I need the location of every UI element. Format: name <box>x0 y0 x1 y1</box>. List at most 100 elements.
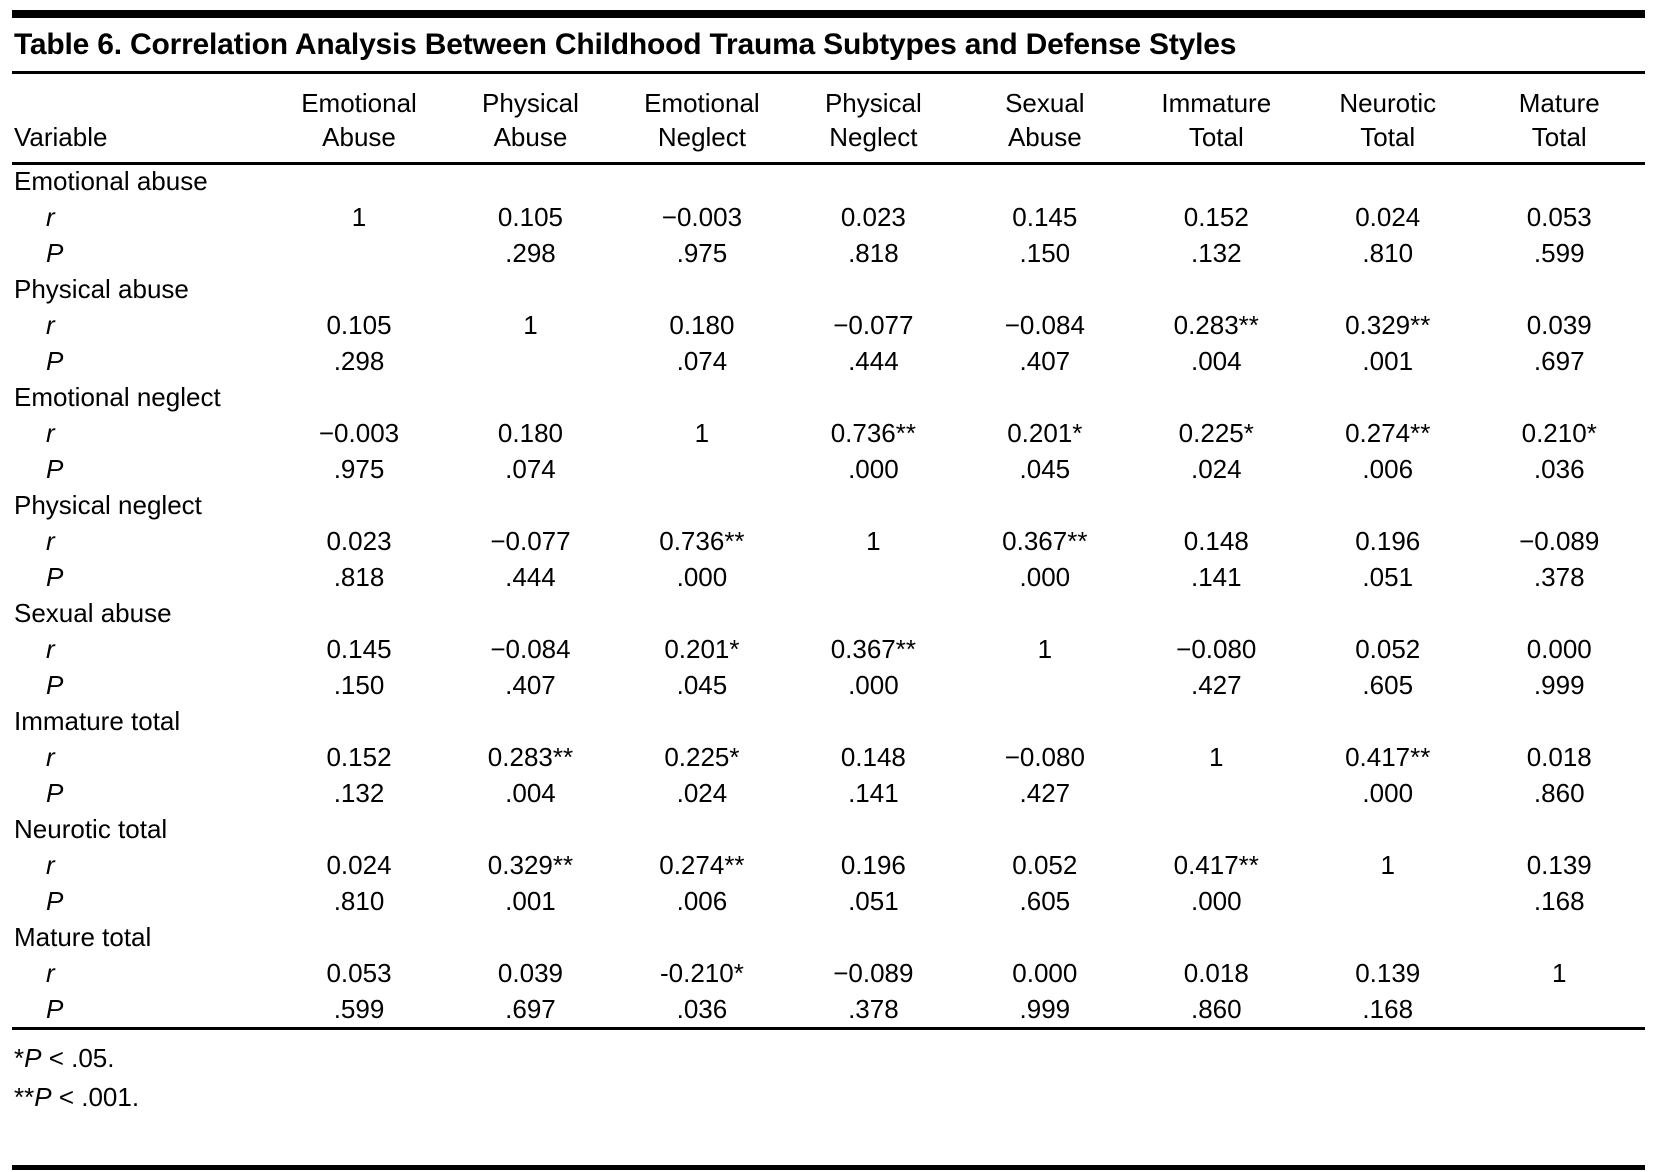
variable-group-label: Emotional abuse <box>14 166 208 197</box>
footnote-p-05: *P < .05. <box>14 1040 1643 1076</box>
variable-group-label: Physical neglect <box>14 489 202 520</box>
footnote-marker: * <box>14 1043 25 1074</box>
correlation-value-cell: 0.196 <box>1355 525 1421 556</box>
variable-group-label: Sexual abuse <box>14 597 172 628</box>
correlation-value-cell: 0.152 <box>1183 201 1249 232</box>
r-statistic-row: r 0.024 0.329** 0.274** 0.196 0.052 0.417** 1 0.… <box>12 847 1645 883</box>
p-value-cell <box>445 343 616 379</box>
p-statistic-row: P .599 .697 .036 .378 .999 .860 .168 <box>12 991 1645 1027</box>
correlation-value-cell: 0.052 <box>1012 849 1078 880</box>
variable-group-label: Emotional neglect <box>14 381 221 412</box>
variable-group-row: Neurotic total <box>12 811 1645 847</box>
correlation-value-cell: 0.018 <box>1526 741 1592 772</box>
column-header-physical-neglect: Physical Neglect <box>787 74 960 165</box>
p-value-cell: .298 <box>505 237 556 268</box>
table-header: Variable Emotional Abuse Physical Abuse … <box>12 74 1645 165</box>
p-value-cell <box>1302 883 1473 919</box>
p-value-cell <box>616 451 787 487</box>
correlation-value-cell: 0.053 <box>326 957 392 988</box>
correlation-value-cell: −0.003 <box>318 417 400 448</box>
p-statistic-row: P .150 .407 .045 .000 .427 .605 .999 <box>12 667 1645 703</box>
correlation-value-cell: 1 <box>1380 849 1395 880</box>
p-value-cell: .074 <box>676 345 728 376</box>
p-row-label: P <box>46 993 64 1024</box>
p-value-cell: .168 <box>1533 885 1585 916</box>
p-value-cell: .132 <box>1190 237 1242 268</box>
correlation-value-cell: 0.024 <box>1355 201 1421 232</box>
correlation-value-cell: 0.148 <box>840 741 906 772</box>
r-row-label: r <box>46 309 55 340</box>
p-value-cell <box>959 667 1130 703</box>
variable-group-row: Sexual abuse <box>12 595 1645 631</box>
p-value-cell <box>1131 775 1302 811</box>
r-row-label: r <box>46 525 55 556</box>
p-value-cell: .074 <box>505 453 556 484</box>
p-value-cell: .975 <box>676 237 728 268</box>
column-header-variable: Variable <box>12 74 274 165</box>
p-value-cell: .000 <box>1019 561 1071 592</box>
p-value-cell: .999 <box>1533 669 1585 700</box>
correlation-value-cell: −0.003 <box>661 201 743 232</box>
top-rule <box>12 10 1645 18</box>
column-header-emotional-neglect: Emotional Neglect <box>616 74 788 165</box>
p-value-cell: .810 <box>333 885 385 916</box>
r-statistic-row: r 0.053 0.039 -0.210* −0.089 0.000 0.018 0.139 1 <box>12 955 1645 991</box>
variable-group-label: Immature total <box>14 705 181 736</box>
p-value-cell: .150 <box>333 669 385 700</box>
correlation-value-cell: 0.736** <box>830 417 917 448</box>
r-row-label: r <box>46 741 55 772</box>
p-value-cell: .427 <box>1019 777 1071 808</box>
p-row-label: P <box>46 345 64 376</box>
correlation-value-cell: 0.367** <box>830 633 917 664</box>
correlation-value-cell: 0.283** <box>1173 309 1259 340</box>
correlation-value-cell: 0.053 <box>1526 201 1592 232</box>
p-value-cell: .036 <box>1533 453 1585 484</box>
p-value-cell: .697 <box>505 993 556 1024</box>
p-value-cell: .141 <box>848 777 899 808</box>
column-header-immature-total: Immature Total <box>1130 74 1302 165</box>
p-value-cell: .000 <box>848 453 899 484</box>
correlation-value-cell: 0.201* <box>1007 417 1083 448</box>
p-value-cell: .000 <box>676 561 728 592</box>
p-value-cell: .045 <box>676 669 728 700</box>
correlation-value-cell: −0.089 <box>833 957 914 988</box>
p-statistic-row: P .975 .074 .000 .045 .024 .006 .036 <box>12 451 1645 487</box>
correlation-value-cell: 0.736** <box>659 525 745 556</box>
variable-group-row: Physical neglect <box>12 487 1645 523</box>
p-value-cell: .006 <box>676 885 728 916</box>
p-value-cell: .132 <box>333 777 385 808</box>
p-value-cell: .999 <box>1019 993 1071 1024</box>
p-value-cell <box>273 235 444 271</box>
correlation-value-cell: 1 <box>351 201 367 232</box>
p-value-cell: .407 <box>505 669 556 700</box>
p-statistic-row: P .810 .001 .006 .051 .605 .000 .168 <box>12 883 1645 919</box>
p-value-cell: .004 <box>1190 345 1242 376</box>
r-statistic-row: r 0.023 −0.077 0.736** 1 0.367** 0.148 0.196 −0.… <box>12 523 1645 559</box>
correlation-value-cell: 0.417** <box>1173 849 1259 880</box>
p-value-cell: .000 <box>1190 885 1242 916</box>
p-statistic-row: P .132 .004 .024 .141 .427 .000 .860 <box>12 775 1645 811</box>
correlation-value-cell: 0.105 <box>497 201 563 232</box>
p-value-cell: .298 <box>333 345 385 376</box>
r-row-label: r <box>46 417 55 448</box>
p-value-cell: .141 <box>1190 561 1242 592</box>
p-statistic-row: P .298 .975 .818 .150 .132 .810 .599 <box>12 235 1645 271</box>
correlation-value-cell: −0.077 <box>490 525 571 556</box>
correlation-value-cell: 0.145 <box>1012 201 1078 232</box>
correlation-value-cell: 0.024 <box>326 849 392 880</box>
correlation-value-cell: 0.225* <box>664 741 740 772</box>
correlation-value-cell: 0.023 <box>326 525 392 556</box>
p-statistic-row: P .298 .074 .444 .407 .004 .001 .697 <box>12 343 1645 379</box>
footnote-p-symbol: P <box>34 1081 52 1112</box>
r-row-label: r <box>46 201 55 232</box>
correlation-value-cell: 0.225* <box>1178 417 1254 448</box>
footnote-marker: ** <box>14 1081 35 1112</box>
p-value-cell: .860 <box>1533 777 1585 808</box>
p-value-cell: .444 <box>848 345 899 376</box>
table-footnotes: *P < .05. **P < .001. <box>12 1027 1645 1119</box>
correlation-value-cell: 0.105 <box>326 309 392 340</box>
p-value-cell: .407 <box>1019 345 1071 376</box>
footnote-condition: < .05. <box>41 1043 115 1074</box>
p-statistic-row: P .818 .444 .000 .000 .141 .051 .378 <box>12 559 1645 595</box>
